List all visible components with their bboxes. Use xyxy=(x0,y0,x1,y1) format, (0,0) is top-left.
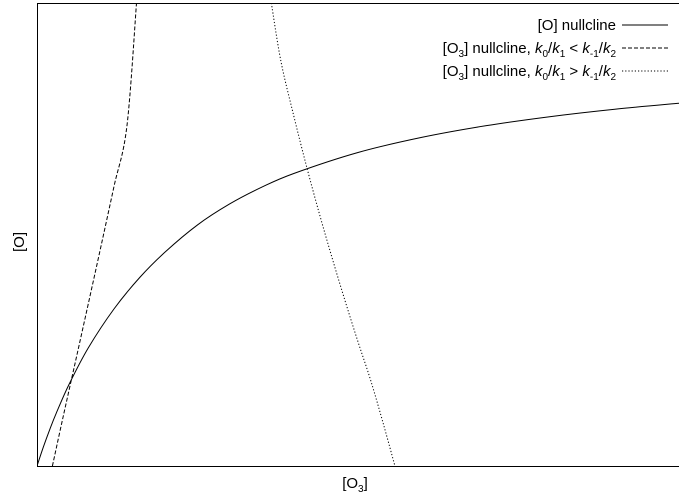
x-axis-title: [O3] xyxy=(342,475,368,495)
series-layer xyxy=(37,3,679,466)
o3-nullcline-curve-gt xyxy=(270,3,396,466)
legend: [O] nullcline [O3] nullcline, k0/k1 < k-1… xyxy=(443,17,668,83)
plot-frame xyxy=(37,3,679,467)
o3-nullcline-curve-lt xyxy=(51,3,138,466)
y-axis-title: [O] xyxy=(11,232,28,252)
legend-label: [O3] nullcline, k0/k1 < k-1/k2 xyxy=(443,40,617,60)
o-nullcline-curve xyxy=(37,102,679,466)
legend-label: [O] nullcline xyxy=(538,17,616,34)
legend-entry: [O3] nullcline, k0/k1 > k-1/k2 xyxy=(443,63,668,83)
legend-label: [O3] nullcline, k0/k1 > k-1/k2 xyxy=(443,63,617,83)
legend-entry: [O3] nullcline, k0/k1 < k-1/k2 xyxy=(443,40,668,60)
legend-entry: [O] nullcline xyxy=(538,17,668,34)
plot-area xyxy=(37,3,679,467)
